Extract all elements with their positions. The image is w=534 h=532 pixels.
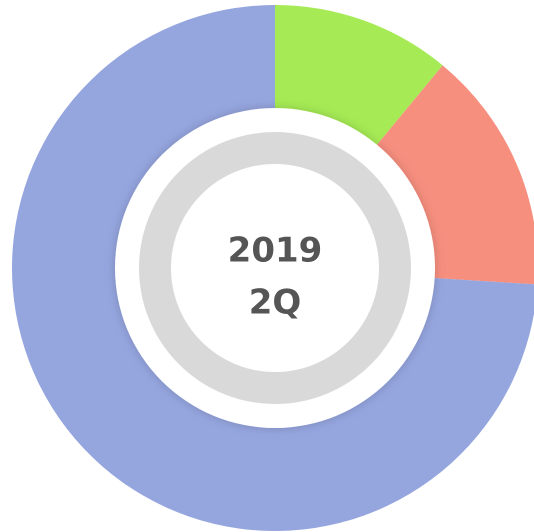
inner-ring <box>139 132 411 404</box>
center-quarter: 2Q <box>249 283 302 323</box>
center-year: 2019 <box>228 231 323 271</box>
